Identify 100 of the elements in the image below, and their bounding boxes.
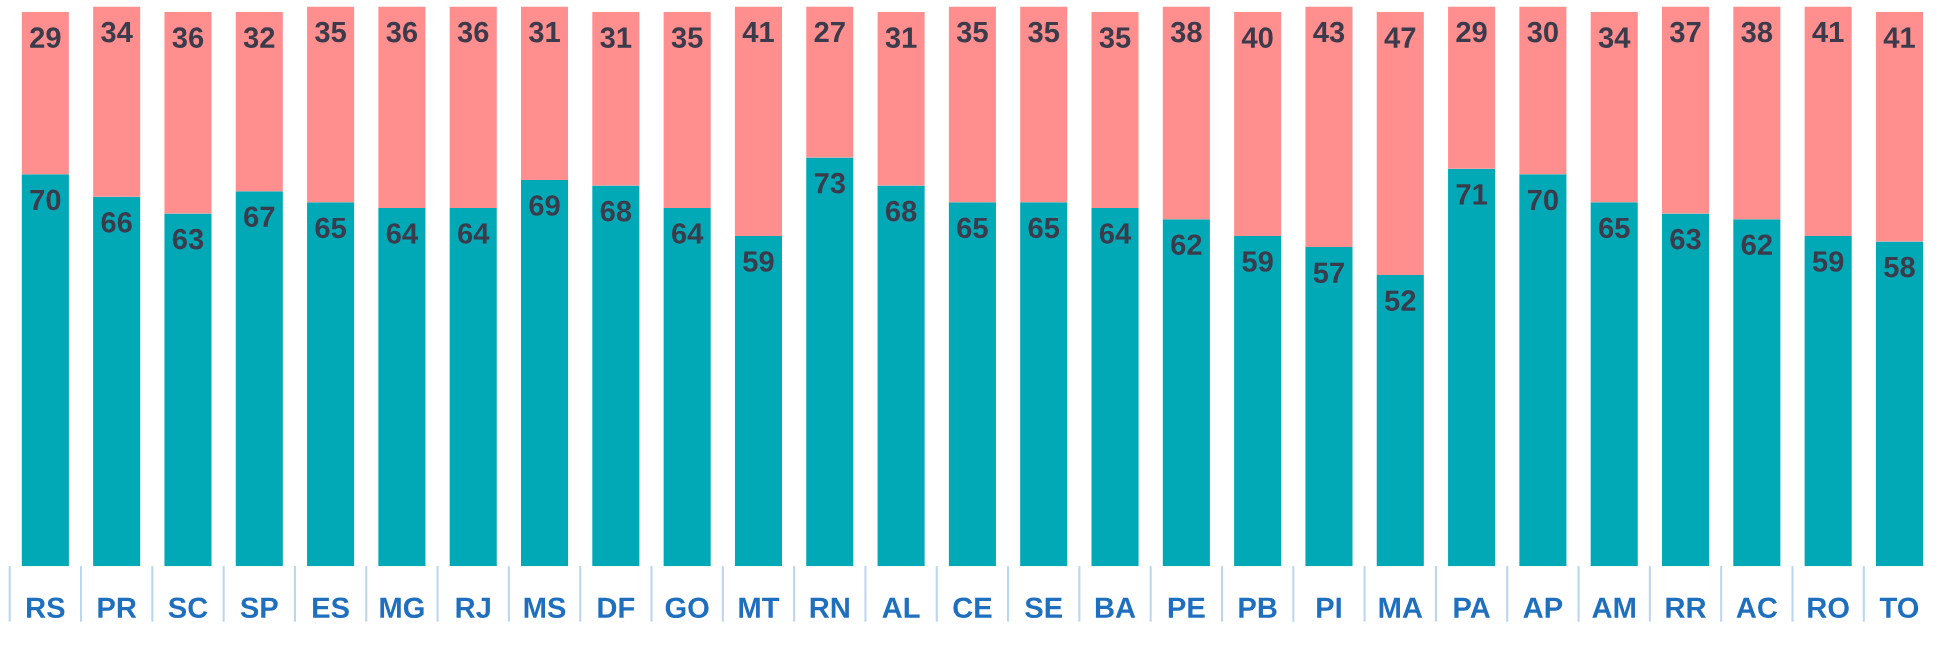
data-label: 29 (1456, 21, 1487, 43)
data-label: 29 (30, 27, 61, 48)
x-tick-label: SE (1025, 597, 1063, 619)
data-label: 63 (1670, 228, 1701, 250)
data-label: 59 (743, 251, 774, 272)
bar (663, 207, 711, 567)
bar (1662, 213, 1710, 567)
data-label: 47 (1384, 27, 1416, 48)
data-label: 41 (1883, 27, 1915, 48)
data-label: 38 (1741, 21, 1773, 43)
bar (449, 207, 497, 567)
data-label: 35 (1099, 27, 1131, 49)
x-tick-label: DF (598, 597, 635, 618)
data-label: 68 (600, 200, 632, 222)
data-label: 65 (1599, 217, 1630, 239)
bar (449, 6, 497, 208)
data-label: 31 (885, 27, 917, 49)
x-tick-label: MT (739, 597, 780, 618)
x-tick-label: ES (313, 597, 349, 619)
data-label: 32 (243, 27, 275, 49)
x-tick-label: MA (1379, 597, 1423, 618)
data-label: 35 (956, 21, 988, 43)
bar (1376, 12, 1424, 276)
data-label: 62 (1171, 234, 1202, 256)
data-label: 38 (1170, 21, 1202, 43)
data-label: 70 (1527, 189, 1558, 211)
bar (1091, 207, 1139, 567)
x-tick-label: RJ (456, 597, 490, 619)
data-label: 69 (529, 195, 560, 216)
bar (806, 157, 854, 567)
x-tick-label: PB (1239, 597, 1277, 618)
bar (164, 12, 212, 214)
bar (592, 12, 640, 186)
bar (734, 235, 783, 567)
bar (1519, 6, 1567, 175)
x-tick-label: SC (168, 597, 208, 619)
bar (1091, 12, 1139, 208)
bar (21, 12, 69, 175)
x-tick-label: RR (1666, 597, 1706, 618)
bar (1020, 202, 1068, 567)
data-label: 64 (1099, 223, 1132, 244)
bar (1662, 6, 1710, 214)
data-label: 62 (1741, 234, 1772, 256)
data-label: 36 (172, 27, 204, 49)
data-label: 40 (1241, 27, 1273, 48)
bar (1733, 6, 1781, 220)
data-label: 64 (386, 223, 418, 244)
bar (592, 185, 640, 567)
bar (877, 12, 925, 186)
x-tick-label: AC (1736, 597, 1778, 619)
data-label: 27 (814, 21, 845, 43)
data-label: 43 (1313, 21, 1345, 43)
bar (948, 202, 996, 567)
data-label: 66 (101, 212, 132, 233)
bar (93, 196, 141, 567)
data-label: 70 (30, 189, 61, 211)
data-label: 71 (1456, 184, 1487, 205)
data-label: 63 (172, 228, 204, 250)
bar (1448, 168, 1496, 567)
bar (1875, 12, 1923, 242)
bar (21, 174, 69, 567)
bar (734, 6, 783, 236)
data-label: 59 (1812, 251, 1844, 272)
data-label: 34 (101, 21, 133, 43)
bar (1804, 6, 1852, 236)
bar (164, 213, 212, 567)
x-tick-label: AM (1592, 597, 1635, 618)
x-tick-label: PI (1317, 597, 1341, 618)
x-tick-label: PE (1168, 597, 1205, 618)
data-label: 68 (885, 200, 917, 222)
x-tick-label: RO (1808, 597, 1849, 619)
bar (1305, 247, 1353, 567)
bar (663, 12, 711, 208)
data-label: 36 (386, 21, 418, 43)
bar (948, 6, 996, 203)
bar (1875, 241, 1923, 567)
bar (235, 12, 283, 192)
bar (1376, 275, 1424, 567)
data-label: 35 (315, 21, 347, 43)
x-tick-label: AL (882, 597, 920, 618)
data-label: 36 (457, 21, 489, 43)
bar (1162, 219, 1210, 567)
bar (307, 6, 355, 203)
data-label: 65 (315, 217, 347, 239)
data-label: 41 (1812, 22, 1844, 43)
bar (1162, 6, 1210, 220)
x-tick-label: PA (1454, 597, 1491, 618)
bar (521, 6, 569, 180)
bar (1234, 12, 1282, 236)
x-tick-label: RS (27, 597, 65, 619)
x-tick-label: PR (98, 597, 137, 618)
x-tick-label: CE (953, 597, 992, 619)
x-tick-label: RN (810, 597, 849, 618)
data-label: 31 (528, 21, 560, 43)
x-tick-label: SP (240, 597, 278, 619)
x-tick-label: BA (1095, 597, 1136, 618)
bar (93, 6, 141, 197)
data-label: 57 (1313, 262, 1344, 284)
bar (1234, 235, 1282, 567)
bar (521, 179, 569, 567)
